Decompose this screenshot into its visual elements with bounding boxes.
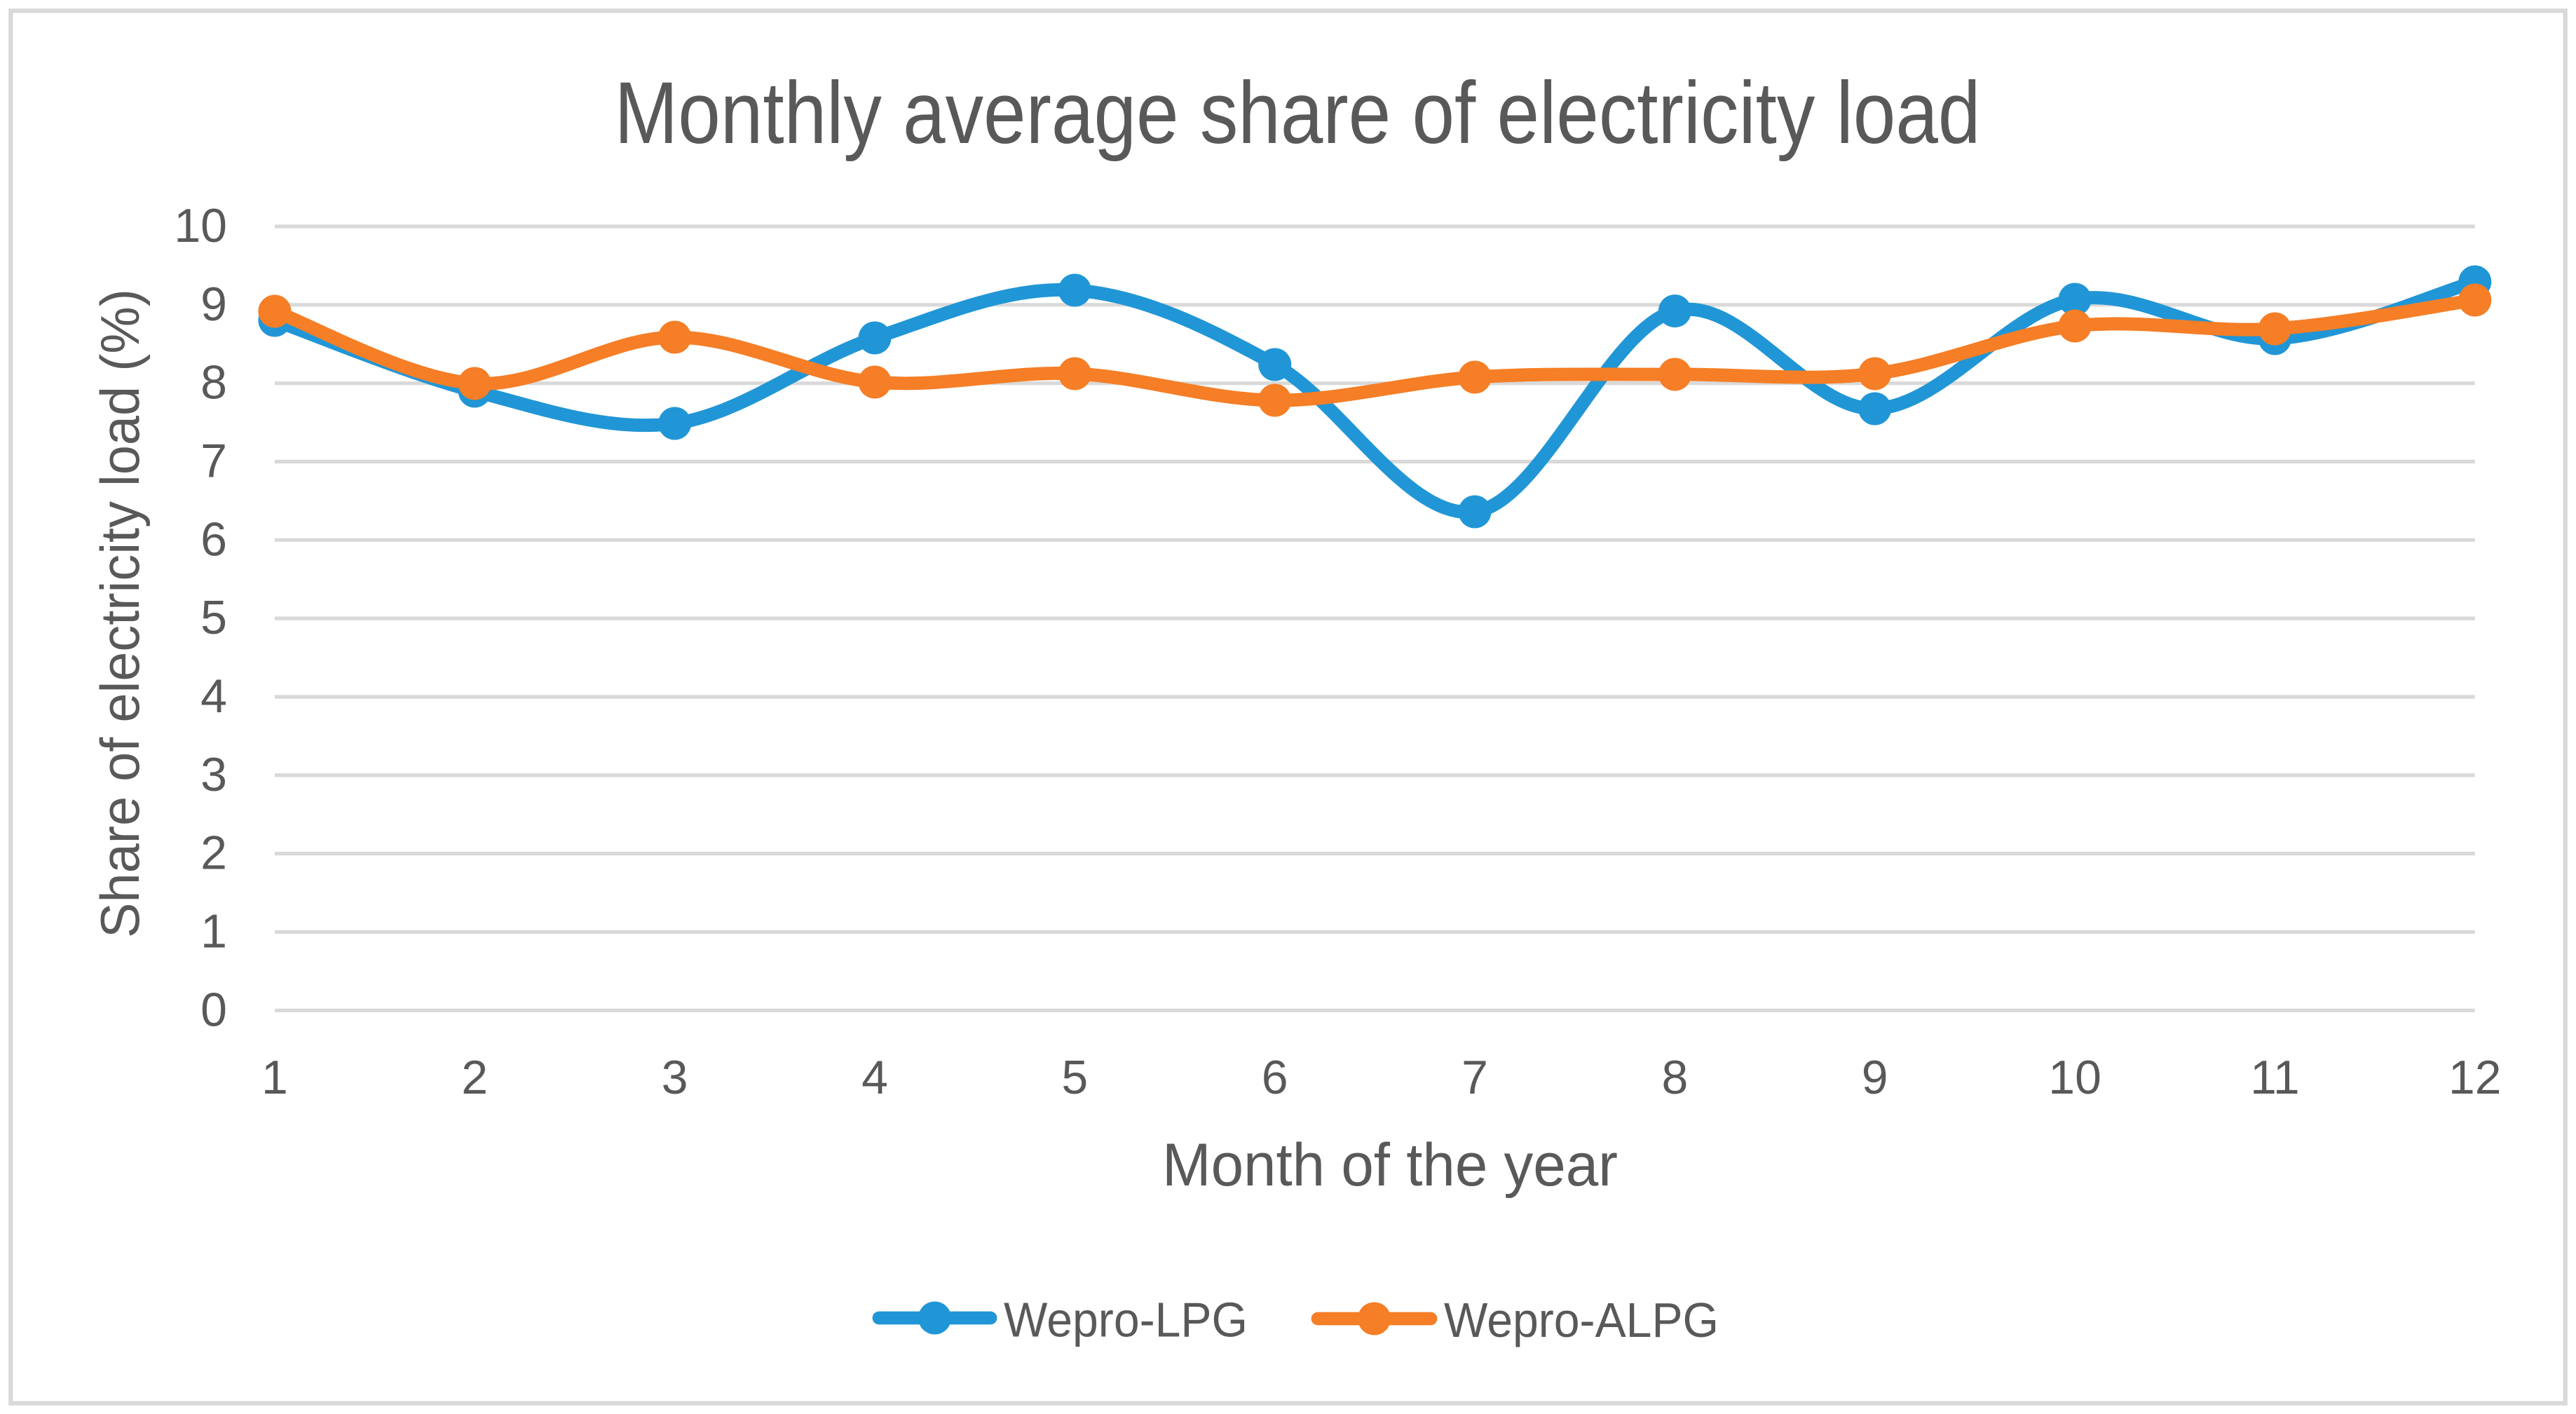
svg-text:5: 5 <box>200 591 227 644</box>
svg-text:1: 1 <box>200 905 227 958</box>
svg-text:2: 2 <box>200 827 227 880</box>
svg-text:6: 6 <box>1262 1051 1288 1104</box>
svg-text:11: 11 <box>2250 1051 2300 1104</box>
svg-text:4: 4 <box>861 1051 888 1104</box>
svg-text:Wepro-ALPG: Wepro-ALPG <box>1444 1293 1719 1347</box>
svg-text:8: 8 <box>200 356 227 409</box>
svg-text:12: 12 <box>2448 1051 2502 1104</box>
svg-text:10: 10 <box>2048 1051 2101 1104</box>
svg-text:Month of the year: Month of the year <box>1162 1131 1618 1199</box>
svg-text:10: 10 <box>174 199 227 252</box>
svg-text:Monthly average share of elect: Monthly average share of electricity loa… <box>615 64 1981 162</box>
svg-text:8: 8 <box>1661 1051 1688 1104</box>
svg-text:5: 5 <box>1061 1051 1088 1104</box>
svg-text:3: 3 <box>200 748 227 801</box>
svg-text:4: 4 <box>200 669 227 723</box>
svg-text:Share of electricity load (%): Share of electricity load (%) <box>89 289 151 938</box>
svg-text:0: 0 <box>200 983 227 1036</box>
svg-text:2: 2 <box>461 1051 488 1104</box>
svg-text:7: 7 <box>1461 1051 1488 1104</box>
svg-text:7: 7 <box>200 435 227 488</box>
svg-text:6: 6 <box>200 512 227 566</box>
svg-text:Wepro-LPG: Wepro-LPG <box>1004 1293 1248 1347</box>
svg-text:9: 9 <box>200 278 227 331</box>
svg-text:3: 3 <box>662 1051 688 1104</box>
svg-text:9: 9 <box>1862 1051 1888 1104</box>
svg-text:1: 1 <box>261 1051 288 1104</box>
